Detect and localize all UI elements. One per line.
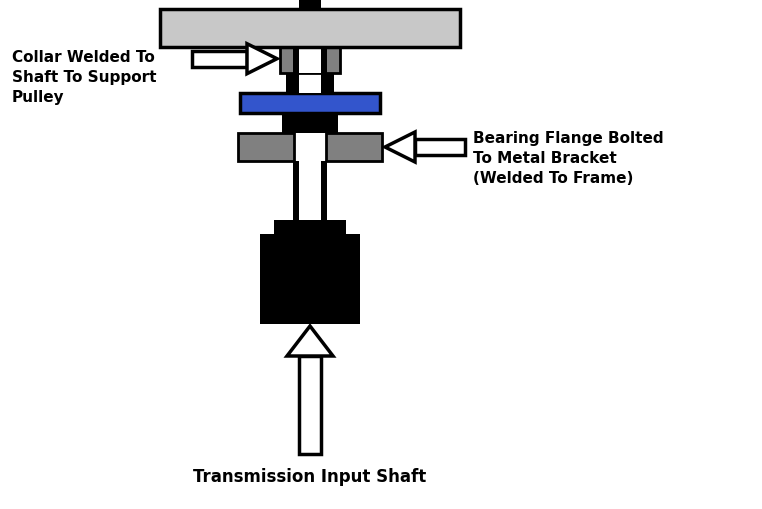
Bar — [299, 48, 321, 74]
Bar — [326, 134, 382, 162]
Text: Bearing Flange Bolted
To Metal Bracket
(Welded To Frame): Bearing Flange Bolted To Metal Bracket (… — [473, 131, 664, 185]
Text: Transmission Input Shaft: Transmission Input Shaft — [194, 467, 427, 485]
Polygon shape — [287, 326, 333, 356]
Text: Collar Welded To
Shaft To Support
Pulley: Collar Welded To Shaft To Support Pulley — [12, 50, 156, 104]
Bar — [286, 74, 334, 94]
Polygon shape — [385, 133, 415, 163]
Bar — [299, 74, 321, 94]
Bar — [293, 74, 327, 94]
Bar — [260, 235, 360, 324]
Bar — [238, 134, 294, 162]
Bar — [293, 162, 327, 235]
Bar — [299, 0, 321, 10]
Bar — [293, 48, 327, 74]
Polygon shape — [247, 45, 277, 74]
Bar — [280, 48, 340, 74]
Bar — [299, 162, 321, 235]
Bar — [192, 51, 247, 68]
Bar — [274, 220, 346, 235]
Bar — [282, 114, 338, 134]
Bar — [415, 140, 465, 156]
Bar — [299, 356, 321, 454]
Bar — [160, 10, 460, 48]
Bar — [240, 94, 380, 114]
